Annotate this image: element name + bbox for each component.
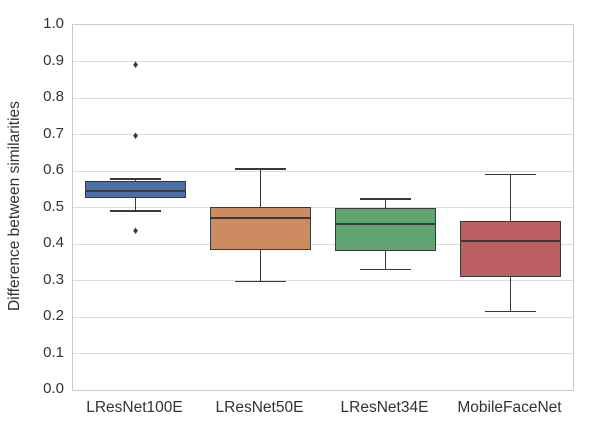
plot-area: ♦ ♦ ♦: [72, 24, 574, 391]
whisker-line-LResNet100E: [134, 179, 137, 182]
y-tick-label-0.9: 0.9: [43, 51, 64, 69]
gridline-y-0.6: [73, 170, 573, 172]
outlier-marker-LResNet100E: ♦: [132, 129, 139, 142]
y-tick-label-0.7: 0.7: [43, 124, 64, 142]
y-tick-label-0.8: 0.8: [43, 88, 64, 105]
median-line-LResNet50E: [210, 217, 311, 220]
y-tick-label-1.0: 1.0: [43, 15, 64, 32]
y-tick-label-0.5: 0.5: [43, 197, 64, 215]
whisker-cap-low-LResNet50E: [235, 280, 286, 283]
box-MobileFaceNet: [460, 221, 561, 277]
x-tick-label-LResNet50E: LResNet50E: [215, 399, 304, 416]
gridline-y-0.5: [73, 207, 573, 208]
whisker-line-LResNet100E: [134, 197, 137, 212]
outlier-marker-LResNet100E: ♦: [132, 224, 139, 237]
gridline-y-0.8: [73, 97, 573, 99]
gridline-y-0.2: [73, 316, 573, 318]
whisker-cap-low-LResNet34E: [360, 268, 411, 271]
whisker-line-MobileFaceNet: [509, 276, 512, 312]
box-LResNet50E: [210, 206, 311, 251]
gridline-y-0.1: [73, 353, 573, 354]
whisker-line-LResNet50E: [259, 250, 262, 282]
box-LResNet34E: [335, 208, 436, 251]
x-tick-label-LResNet100E: LResNet100E: [86, 399, 183, 416]
whisker-line-MobileFaceNet: [509, 174, 512, 221]
gridline-y-0.3: [73, 280, 573, 281]
y-tick-label-0.0: 0.0: [43, 380, 64, 397]
gridline-y-0.9: [73, 61, 573, 62]
box-LResNet100E: [85, 181, 186, 198]
whisker-cap-high-MobileFaceNet: [485, 173, 536, 176]
whisker-cap-low-MobileFaceNet: [485, 310, 536, 313]
whisker-cap-high-LResNet100E: [110, 178, 161, 180]
median-line-LResNet100E: [85, 190, 186, 193]
gridline-y-0.4: [73, 243, 573, 245]
whisker-line-LResNet34E: [384, 250, 387, 270]
y-axis-title: Difference between similarities: [6, 101, 23, 312]
whisker-cap-high-LResNet50E: [235, 168, 286, 170]
y-tick-label-0.4: 0.4: [43, 234, 64, 251]
median-line-MobileFaceNet: [460, 240, 561, 243]
median-line-LResNet34E: [335, 222, 436, 225]
whisker-line-LResNet50E: [259, 169, 262, 207]
x-tick-label-LResNet34E: LResNet34E: [340, 399, 429, 416]
whisker-cap-low-LResNet100E: [110, 210, 161, 212]
y-tick-label-0.1: 0.1: [43, 343, 64, 361]
y-tick-label-0.6: 0.6: [43, 161, 64, 178]
y-tick-label-0.2: 0.2: [43, 307, 64, 324]
outlier-marker-LResNet100E: ♦: [132, 58, 139, 71]
whisker-line-LResNet34E: [384, 199, 387, 209]
whisker-cap-high-LResNet34E: [360, 198, 411, 200]
gridline-y-0.7: [73, 134, 573, 135]
y-tick-label-0.3: 0.3: [43, 270, 64, 288]
x-tick-label-MobileFaceNet: MobileFaceNet: [457, 399, 562, 416]
